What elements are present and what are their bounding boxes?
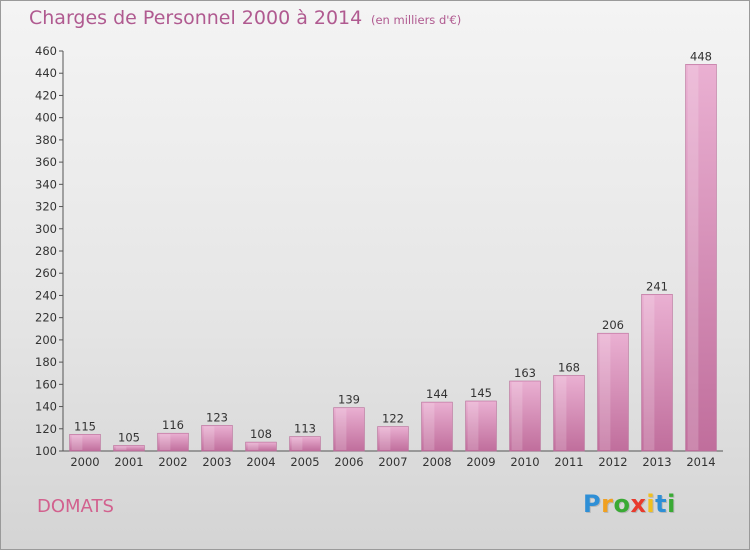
value-label: 116 — [162, 418, 184, 432]
value-label: 206 — [602, 318, 624, 332]
bar-2005 — [289, 436, 321, 452]
x-tick-label: 2011 — [554, 455, 583, 469]
y-tick-label: 220 — [35, 311, 57, 325]
x-tick-label: 2014 — [686, 455, 715, 469]
value-label: 448 — [690, 49, 712, 63]
bar-highlight — [291, 437, 303, 450]
x-tick-label: 2000 — [70, 455, 99, 469]
logo-letter: P — [583, 490, 602, 518]
y-tick-label: 420 — [35, 88, 57, 102]
value-label: 113 — [294, 422, 316, 436]
value-label: 105 — [118, 430, 140, 444]
y-tick-label: 380 — [35, 133, 57, 147]
x-tick-label: 2006 — [334, 455, 363, 469]
bar-2007 — [377, 426, 409, 452]
bar-highlight — [467, 402, 479, 450]
bar-highlight — [423, 403, 435, 450]
logo-letter: r — [601, 490, 614, 518]
logo-letter: i — [667, 490, 676, 518]
bar-highlight — [511, 382, 523, 450]
logo-letter: i — [646, 490, 656, 518]
bar-highlight — [335, 408, 347, 450]
bar-2001 — [113, 445, 145, 452]
x-tick-label: 2004 — [246, 455, 275, 469]
x-tick-label: 2009 — [466, 455, 495, 469]
x-tick-label: 2001 — [114, 455, 143, 469]
bar-2000 — [69, 434, 101, 452]
bar-highlight — [247, 443, 259, 450]
y-tick-label: 100 — [35, 444, 57, 458]
bar-2013 — [641, 294, 673, 452]
value-label: 115 — [74, 419, 96, 433]
x-tick-label: 2013 — [642, 455, 671, 469]
x-tick-label: 2012 — [598, 455, 627, 469]
x-tick-label: 2008 — [422, 455, 451, 469]
bar-highlight — [379, 427, 391, 450]
y-tick-label: 260 — [35, 266, 57, 280]
bar-highlight — [115, 446, 127, 450]
x-tick-label: 2007 — [378, 455, 407, 469]
bar-highlight — [159, 434, 171, 450]
city-name: DOMATS — [37, 496, 114, 517]
bar-2002 — [157, 432, 189, 452]
y-tick-label: 140 — [35, 400, 57, 414]
logo-letter: t — [655, 490, 668, 518]
x-tick-label: 2005 — [290, 455, 319, 469]
y-tick-label: 360 — [35, 155, 57, 169]
x-tick-label: 2010 — [510, 455, 539, 469]
bar-2014 — [685, 64, 717, 452]
bar-2003 — [201, 425, 233, 452]
bar-2008 — [421, 401, 453, 452]
bar-2010 — [509, 380, 541, 452]
chart-subtitle: (en milliers d'€) — [371, 13, 462, 27]
bar-highlight — [555, 376, 567, 450]
x-tick-label: 2003 — [202, 455, 231, 469]
value-label: 139 — [338, 393, 360, 407]
value-label: 241 — [646, 279, 668, 293]
bar-2011 — [553, 375, 585, 452]
bar-2012 — [597, 332, 629, 452]
y-tick-label: 280 — [35, 244, 57, 258]
value-label: 108 — [250, 427, 272, 441]
bar-highlight — [687, 65, 699, 450]
value-label: 163 — [514, 366, 536, 380]
value-label: 145 — [470, 386, 492, 400]
y-tick-label: 440 — [35, 66, 57, 80]
value-label: 123 — [206, 410, 228, 424]
value-label: 168 — [558, 360, 580, 374]
bar-highlight — [71, 435, 83, 450]
logo-letter: x — [630, 490, 647, 518]
y-tick-label: 340 — [35, 177, 57, 191]
y-tick-label: 120 — [35, 422, 57, 436]
bar-highlight — [599, 334, 611, 450]
x-tick-label: 2002 — [158, 455, 187, 469]
bar-highlight — [643, 295, 655, 450]
chart-title: Charges de Personnel 2000 à 2014 — [29, 7, 363, 29]
bar-2006 — [333, 407, 365, 452]
y-tick-label: 300 — [35, 222, 57, 236]
y-tick-label: 160 — [35, 377, 57, 391]
bar-highlight — [203, 426, 215, 450]
bar-2004 — [245, 441, 277, 452]
proxiti-logo[interactable]: Proxiti — [583, 490, 676, 518]
chart-bars: 115 2000 105 2001 116 2002 123 2003 108 2004 113 20… — [69, 49, 717, 469]
y-tick-label: 200 — [35, 333, 57, 347]
logo-letter: o — [613, 490, 631, 518]
value-label: 122 — [382, 412, 404, 426]
bar-2009 — [465, 400, 497, 452]
y-tick-label: 240 — [35, 288, 57, 302]
y-tick-label: 180 — [35, 355, 57, 369]
value-label: 144 — [426, 387, 448, 401]
y-tick-label: 320 — [35, 200, 57, 214]
y-tick-label: 460 — [35, 44, 57, 58]
y-tick-label: 400 — [35, 111, 57, 125]
